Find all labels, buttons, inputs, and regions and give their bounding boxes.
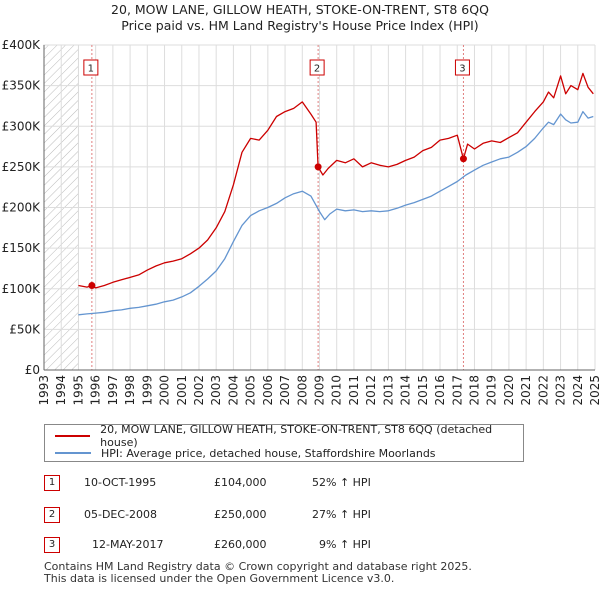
x-tick-label: 2013 xyxy=(381,375,395,406)
x-tick-label: 2000 xyxy=(158,375,172,406)
footer: Contains HM Land Registry data © Crown c… xyxy=(44,561,472,585)
x-tick-label: 2005 xyxy=(244,375,258,406)
y-tick-label: £350K xyxy=(2,79,42,93)
y-tick-label: £100K xyxy=(2,282,42,296)
legend-hpi-swatch xyxy=(55,452,91,454)
x-tick-label: 2008 xyxy=(295,375,309,406)
legend-item-hpi: HPI: Average price, detached house, Staf… xyxy=(55,445,436,461)
x-tick-label: 1995 xyxy=(71,375,85,406)
transaction-marker-number: 2 xyxy=(314,64,320,75)
x-tick-label: 2022 xyxy=(536,375,550,406)
transaction-marker-box xyxy=(309,59,325,76)
x-tick-label: 2006 xyxy=(261,375,275,406)
y-tick-label: £250K xyxy=(2,160,42,174)
transaction-price: £250,000 xyxy=(214,508,267,521)
y-tick-label: £200K xyxy=(2,201,42,215)
x-tick-label: 2021 xyxy=(519,375,533,406)
x-tick-label: 2020 xyxy=(502,375,516,406)
transaction-hpi-delta: 52% ↑ HPI xyxy=(312,476,371,489)
x-tick-label: 2004 xyxy=(226,375,240,406)
x-tick-label: 2018 xyxy=(467,375,481,406)
legend: 20, MOW LANE, GILLOW HEATH, STOKE-ON-TRE… xyxy=(44,423,524,462)
sale-point xyxy=(314,163,322,171)
x-tick-label: 2009 xyxy=(313,375,327,406)
x-tick-label: 1994 xyxy=(54,375,68,406)
transaction-price: £104,000 xyxy=(214,476,267,489)
x-tick-label: 1998 xyxy=(123,375,137,406)
x-tick-label: 2023 xyxy=(554,375,568,406)
sale-point xyxy=(88,282,96,289)
transaction-marker-number: 3 xyxy=(459,64,465,75)
x-tick-label: 1993 xyxy=(37,375,51,406)
x-tick-label: 1997 xyxy=(106,375,120,406)
x-tick-label: 2024 xyxy=(571,375,585,406)
x-tick-label: 2002 xyxy=(192,375,206,406)
transaction-date: 10-OCT-1995 xyxy=(84,476,157,489)
footer-copyright: Contains HM Land Registry data © Crown c… xyxy=(44,560,472,573)
x-tick-label: 2003 xyxy=(209,375,223,406)
y-tick-label: £150K xyxy=(2,241,42,255)
x-tick-label: 1996 xyxy=(89,375,103,406)
transaction-hpi-delta: 9% ↑ HPI xyxy=(319,538,371,551)
transaction-badge: 3 xyxy=(44,537,60,553)
transaction-badge: 2 xyxy=(44,507,60,523)
property-series-line xyxy=(78,72,594,289)
legend-item-property: 20, MOW LANE, GILLOW HEATH, STOKE-ON-TRE… xyxy=(55,423,523,449)
legend-property-swatch xyxy=(55,435,91,437)
y-tick-label: £400K xyxy=(2,38,42,52)
x-tick-label: 2014 xyxy=(399,375,413,406)
price-chart: 1 2 3 £0 £50K £100K £150K £200K £250K £300K £350K… xyxy=(2,38,600,406)
y-tick-label: £50K xyxy=(9,322,41,336)
y-tick-label: £0 xyxy=(25,363,40,377)
transaction-hpi-delta: 27% ↑ HPI xyxy=(312,508,371,521)
chart-title-line1: 20, MOW LANE, GILLOW HEATH, STOKE-ON-TRE… xyxy=(111,2,489,17)
transaction-marker-box xyxy=(83,59,99,76)
x-tick-label: 2011 xyxy=(347,375,361,406)
x-tick-label: 2001 xyxy=(175,375,189,406)
x-tick-label: 2010 xyxy=(330,375,344,406)
x-tick-label: 2007 xyxy=(278,375,292,406)
transaction-date: 05-DEC-2008 xyxy=(84,508,158,521)
x-tick-label: 2025 xyxy=(588,375,600,406)
y-tick-label: £300K xyxy=(2,119,42,133)
footer-licence: This data is licensed under the Open Gov… xyxy=(44,572,395,585)
legend-hpi-label: HPI: Average price, detached house, Staf… xyxy=(101,446,436,460)
transaction-marker-box xyxy=(454,59,470,76)
transaction-date: 12-MAY-2017 xyxy=(92,538,164,551)
transaction-badge: 1 xyxy=(44,475,60,491)
transaction-price: £260,000 xyxy=(214,538,267,551)
chart-title-line2: Price paid vs. HM Land Registry's House … xyxy=(121,18,479,33)
x-tick-label: 1999 xyxy=(140,375,154,406)
sale-point xyxy=(459,155,467,163)
x-tick-label: 2015 xyxy=(416,375,430,406)
legend-property-label: 20, MOW LANE, GILLOW HEATH, STOKE-ON-TRE… xyxy=(100,423,493,449)
x-tick-label: 2016 xyxy=(433,375,447,406)
x-tick-label: 2012 xyxy=(364,375,378,406)
hpi-series-line xyxy=(78,110,594,316)
transaction-marker-number: 1 xyxy=(88,64,94,75)
x-tick-label: 2017 xyxy=(450,375,464,406)
x-tick-label: 2019 xyxy=(485,375,499,406)
